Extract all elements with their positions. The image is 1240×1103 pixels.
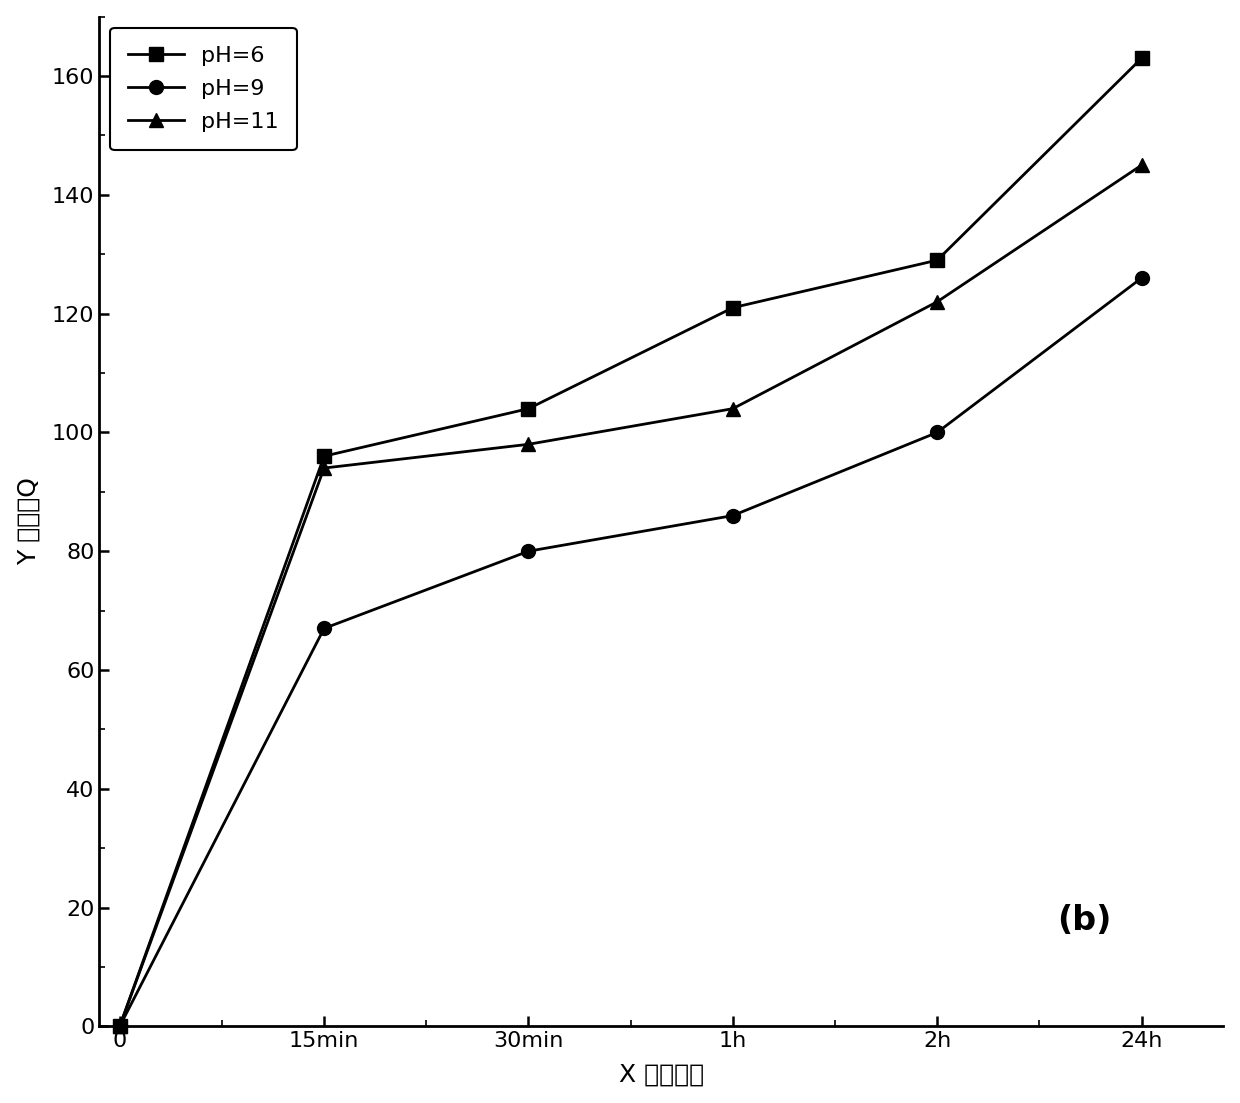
pH=9 [316,622,331,635]
Y-axis label: Y 吸水量Q: Y 吸水量Q [16,478,41,566]
pH=11 [521,438,536,451]
pH=6 [113,1020,128,1034]
pH=9 [521,545,536,558]
pH=6 [930,254,945,267]
pH=6 [521,403,536,416]
Text: (b): (b) [1058,904,1111,938]
pH=9 [1135,271,1149,285]
pH=11 [1135,159,1149,172]
pH=9 [725,508,740,522]
X-axis label: X 测量时间: X 测量时间 [619,1062,704,1086]
pH=11 [930,296,945,309]
Legend: pH=6, pH=9, pH=11: pH=6, pH=9, pH=11 [110,28,296,150]
Line: pH=11: pH=11 [113,158,1148,1034]
pH=6 [316,450,331,463]
pH=9 [930,426,945,439]
pH=11 [113,1020,128,1034]
pH=11 [725,403,740,416]
Line: pH=6: pH=6 [113,52,1148,1034]
pH=9 [113,1020,128,1034]
pH=6 [1135,52,1149,65]
Line: pH=9: pH=9 [113,271,1148,1034]
pH=11 [316,461,331,474]
pH=6 [725,301,740,314]
